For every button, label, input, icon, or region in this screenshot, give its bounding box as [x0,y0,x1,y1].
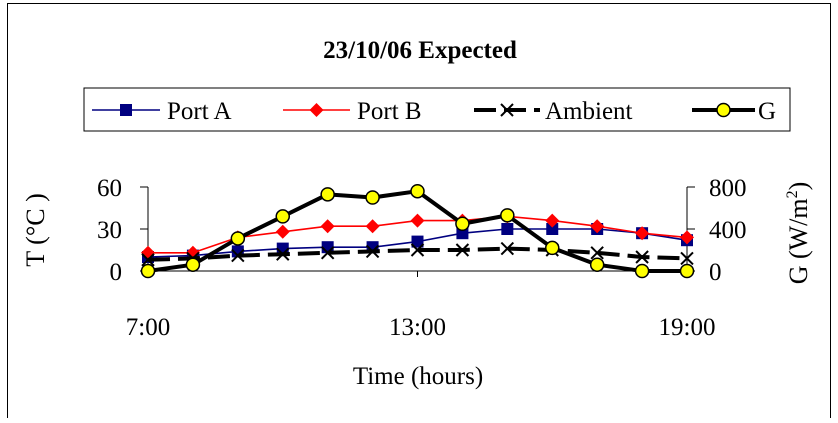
data-point [411,235,424,248]
chart-title: 23/10/06 Expected [323,37,517,64]
data-point [365,190,380,205]
series-line-g [147,189,687,273]
data-point [276,247,290,261]
legend-label: Port B [357,98,422,125]
legend-marker [309,103,324,117]
data-point [679,263,695,279]
data-point [320,219,335,234]
data-point [680,251,694,266]
data-point [545,213,560,228]
data-point [410,243,425,257]
data-point [410,213,425,228]
x-axis: 7:00 13:00 19:00 [126,270,716,341]
legend: Port A Port B Ambient G [83,87,791,132]
y-tick-label: 30 [97,217,122,244]
data-point [500,208,515,223]
x-axis-label: Time (hours) [353,363,483,390]
x-tick-label: 7:00 [126,314,170,341]
data-point [590,219,605,234]
legend-label: Port A [167,98,232,125]
data-point [635,250,649,264]
y2-label-close: ) [784,182,813,191]
y2-tick-label: 800 [709,175,747,202]
legend-label: G [758,98,776,125]
series-g [140,183,695,279]
data-point [320,246,335,260]
y2-label-main: G (W/m [784,198,813,284]
data-point [455,216,470,231]
data-point [680,230,694,245]
legend-item-g: G [692,98,776,125]
legend-marker [500,103,514,117]
data-point [635,226,650,241]
data-point [455,243,470,257]
data-point [501,223,514,235]
legend-item-ambient: Ambient [474,98,633,125]
data-point [140,263,156,279]
legend-label: Ambient [545,98,633,125]
data-point [320,187,335,202]
y-axis: 0 30 60 [97,175,149,286]
data-point [231,248,245,263]
y-tick-label: 0 [110,259,123,286]
y2-axis: 0 400 800 [686,175,747,286]
legend-item-port-a: Port A [92,98,232,125]
y-axis-label: T (°C ) [21,193,50,266]
y2-tick-label: 400 [709,217,747,244]
data-point [365,219,380,234]
chart-frame [7,3,831,418]
data-point [275,209,290,224]
legend-marker [716,102,731,118]
data-point [500,241,515,256]
legend-item-port-b: Port B [283,98,422,125]
data-point [230,231,246,246]
y2-tick-label: 0 [709,259,722,286]
legend-marker [120,104,132,116]
data-point [410,183,425,199]
y2-axis-label: G (W/m2) [784,182,813,285]
data-point [546,223,559,235]
data-point [365,244,380,259]
data-point [185,257,201,272]
x-tick-label: 13:00 [389,314,446,341]
x-tick-label: 19:00 [659,314,716,341]
data-point [545,240,560,256]
y2-label-sup: 2 [784,190,801,198]
data-point [589,257,605,272]
data-point [275,224,290,239]
data-point [634,263,650,279]
data-point [141,253,155,267]
data-point [590,246,604,260]
y-tick-label: 60 [97,175,122,202]
legend-box [83,87,791,132]
plot-area [140,183,695,279]
